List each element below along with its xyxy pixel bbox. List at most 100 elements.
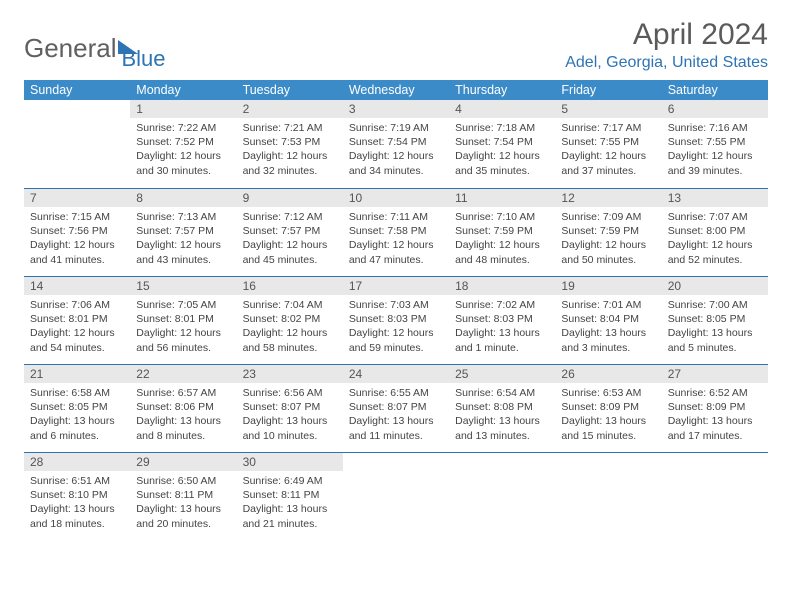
sunrise-line: Sunrise: 6:57 AM: [136, 386, 230, 400]
sunrise-line: Sunrise: 7:19 AM: [349, 121, 443, 135]
sunset-line: Sunset: 7:59 PM: [455, 224, 549, 238]
day-number-bar: 14: [24, 276, 130, 295]
day-details: Sunrise: 7:06 AMSunset: 8:01 PMDaylight:…: [24, 295, 130, 359]
daylight-line: Daylight: 12 hours and 35 minutes.: [455, 149, 549, 177]
sunset-line: Sunset: 7:57 PM: [243, 224, 337, 238]
calendar-day-cell: 23Sunrise: 6:56 AMSunset: 8:07 PMDayligh…: [237, 364, 343, 452]
sunset-line: Sunset: 7:53 PM: [243, 135, 337, 149]
day-number-bar: 15: [130, 276, 236, 295]
daylight-line: Daylight: 12 hours and 48 minutes.: [455, 238, 549, 266]
calendar-day-cell: [662, 452, 768, 540]
day-number-bar: 25: [449, 364, 555, 383]
calendar-day-cell: 30Sunrise: 6:49 AMSunset: 8:11 PMDayligh…: [237, 452, 343, 540]
day-number-bar: 10: [343, 188, 449, 207]
sunrise-line: Sunrise: 7:05 AM: [136, 298, 230, 312]
logo-text-general: General: [24, 33, 117, 64]
sunset-line: Sunset: 7:59 PM: [561, 224, 655, 238]
calendar-day-cell: 16Sunrise: 7:04 AMSunset: 8:02 PMDayligh…: [237, 276, 343, 364]
calendar-day-cell: [24, 100, 130, 188]
daylight-line: Daylight: 12 hours and 32 minutes.: [243, 149, 337, 177]
sunrise-line: Sunrise: 7:07 AM: [668, 210, 762, 224]
sunset-line: Sunset: 8:07 PM: [243, 400, 337, 414]
sunrise-line: Sunrise: 7:22 AM: [136, 121, 230, 135]
calendar-day-cell: 17Sunrise: 7:03 AMSunset: 8:03 PMDayligh…: [343, 276, 449, 364]
daylight-line: Daylight: 12 hours and 54 minutes.: [30, 326, 124, 354]
daylight-line: Daylight: 12 hours and 37 minutes.: [561, 149, 655, 177]
calendar-day-cell: 27Sunrise: 6:52 AMSunset: 8:09 PMDayligh…: [662, 364, 768, 452]
calendar-day-cell: 24Sunrise: 6:55 AMSunset: 8:07 PMDayligh…: [343, 364, 449, 452]
day-details: Sunrise: 6:54 AMSunset: 8:08 PMDaylight:…: [449, 383, 555, 447]
daylight-line: Daylight: 12 hours and 52 minutes.: [668, 238, 762, 266]
calendar-day-cell: 6Sunrise: 7:16 AMSunset: 7:55 PMDaylight…: [662, 100, 768, 188]
day-details: Sunrise: 7:16 AMSunset: 7:55 PMDaylight:…: [662, 118, 768, 182]
location: Adel, Georgia, United States: [565, 54, 768, 72]
daylight-line: Daylight: 13 hours and 3 minutes.: [561, 326, 655, 354]
daylight-line: Daylight: 12 hours and 45 minutes.: [243, 238, 337, 266]
day-details: Sunrise: 6:56 AMSunset: 8:07 PMDaylight:…: [237, 383, 343, 447]
daylight-line: Daylight: 12 hours and 59 minutes.: [349, 326, 443, 354]
daylight-line: Daylight: 12 hours and 41 minutes.: [30, 238, 124, 266]
sunset-line: Sunset: 8:03 PM: [455, 312, 549, 326]
daylight-line: Daylight: 12 hours and 30 minutes.: [136, 149, 230, 177]
day-details: Sunrise: 6:49 AMSunset: 8:11 PMDaylight:…: [237, 471, 343, 535]
day-number-bar: 5: [555, 100, 661, 118]
sunrise-line: Sunrise: 7:02 AM: [455, 298, 549, 312]
calendar-day-cell: 7Sunrise: 7:15 AMSunset: 7:56 PMDaylight…: [24, 188, 130, 276]
calendar-day-cell: 1Sunrise: 7:22 AMSunset: 7:52 PMDaylight…: [130, 100, 236, 188]
daylight-line: Daylight: 12 hours and 47 minutes.: [349, 238, 443, 266]
calendar-day-cell: 28Sunrise: 6:51 AMSunset: 8:10 PMDayligh…: [24, 452, 130, 540]
day-details: Sunrise: 6:57 AMSunset: 8:06 PMDaylight:…: [130, 383, 236, 447]
calendar-day-cell: 18Sunrise: 7:02 AMSunset: 8:03 PMDayligh…: [449, 276, 555, 364]
weekday-header: Sunday: [24, 80, 130, 100]
daylight-line: Daylight: 13 hours and 13 minutes.: [455, 414, 549, 442]
day-details: Sunrise: 7:21 AMSunset: 7:53 PMDaylight:…: [237, 118, 343, 182]
sunset-line: Sunset: 7:55 PM: [668, 135, 762, 149]
sunrise-line: Sunrise: 6:54 AM: [455, 386, 549, 400]
calendar-day-cell: 20Sunrise: 7:00 AMSunset: 8:05 PMDayligh…: [662, 276, 768, 364]
sunset-line: Sunset: 7:58 PM: [349, 224, 443, 238]
daylight-line: Daylight: 13 hours and 15 minutes.: [561, 414, 655, 442]
calendar-week-row: 14Sunrise: 7:06 AMSunset: 8:01 PMDayligh…: [24, 276, 768, 364]
day-details: Sunrise: 7:22 AMSunset: 7:52 PMDaylight:…: [130, 118, 236, 182]
sunset-line: Sunset: 8:08 PM: [455, 400, 549, 414]
logo: General Blue: [24, 24, 166, 72]
day-details: Sunrise: 6:52 AMSunset: 8:09 PMDaylight:…: [662, 383, 768, 447]
calendar-day-cell: 22Sunrise: 6:57 AMSunset: 8:06 PMDayligh…: [130, 364, 236, 452]
day-number-bar: 8: [130, 188, 236, 207]
sunset-line: Sunset: 8:06 PM: [136, 400, 230, 414]
sunrise-line: Sunrise: 7:15 AM: [30, 210, 124, 224]
day-number-bar: 3: [343, 100, 449, 118]
sunrise-line: Sunrise: 6:52 AM: [668, 386, 762, 400]
calendar-day-cell: 25Sunrise: 6:54 AMSunset: 8:08 PMDayligh…: [449, 364, 555, 452]
daylight-line: Daylight: 12 hours and 43 minutes.: [136, 238, 230, 266]
calendar-day-cell: 9Sunrise: 7:12 AMSunset: 7:57 PMDaylight…: [237, 188, 343, 276]
sunrise-line: Sunrise: 7:09 AM: [561, 210, 655, 224]
sunset-line: Sunset: 8:01 PM: [136, 312, 230, 326]
sunrise-line: Sunrise: 6:51 AM: [30, 474, 124, 488]
day-number-bar: 23: [237, 364, 343, 383]
sunset-line: Sunset: 8:05 PM: [30, 400, 124, 414]
sunset-line: Sunset: 8:04 PM: [561, 312, 655, 326]
sunrise-line: Sunrise: 6:56 AM: [243, 386, 337, 400]
calendar-day-cell: 11Sunrise: 7:10 AMSunset: 7:59 PMDayligh…: [449, 188, 555, 276]
day-details: Sunrise: 7:04 AMSunset: 8:02 PMDaylight:…: [237, 295, 343, 359]
daylight-line: Daylight: 12 hours and 34 minutes.: [349, 149, 443, 177]
day-details: Sunrise: 7:00 AMSunset: 8:05 PMDaylight:…: [662, 295, 768, 359]
sunset-line: Sunset: 7:55 PM: [561, 135, 655, 149]
calendar-table: Sunday Monday Tuesday Wednesday Thursday…: [24, 80, 768, 540]
day-details: Sunrise: 7:18 AMSunset: 7:54 PMDaylight:…: [449, 118, 555, 182]
day-details: [343, 471, 449, 531]
day-number-bar: 20: [662, 276, 768, 295]
day-number-bar: [343, 452, 449, 471]
sunset-line: Sunset: 8:11 PM: [243, 488, 337, 502]
calendar-day-cell: 13Sunrise: 7:07 AMSunset: 8:00 PMDayligh…: [662, 188, 768, 276]
calendar-day-cell: 5Sunrise: 7:17 AMSunset: 7:55 PMDaylight…: [555, 100, 661, 188]
daylight-line: Daylight: 13 hours and 20 minutes.: [136, 502, 230, 530]
day-details: Sunrise: 7:10 AMSunset: 7:59 PMDaylight:…: [449, 207, 555, 271]
day-number-bar: 11: [449, 188, 555, 207]
day-details: [662, 471, 768, 531]
calendar-day-cell: [343, 452, 449, 540]
sunset-line: Sunset: 7:57 PM: [136, 224, 230, 238]
calendar-body: 1Sunrise: 7:22 AMSunset: 7:52 PMDaylight…: [24, 100, 768, 540]
day-details: Sunrise: 7:03 AMSunset: 8:03 PMDaylight:…: [343, 295, 449, 359]
